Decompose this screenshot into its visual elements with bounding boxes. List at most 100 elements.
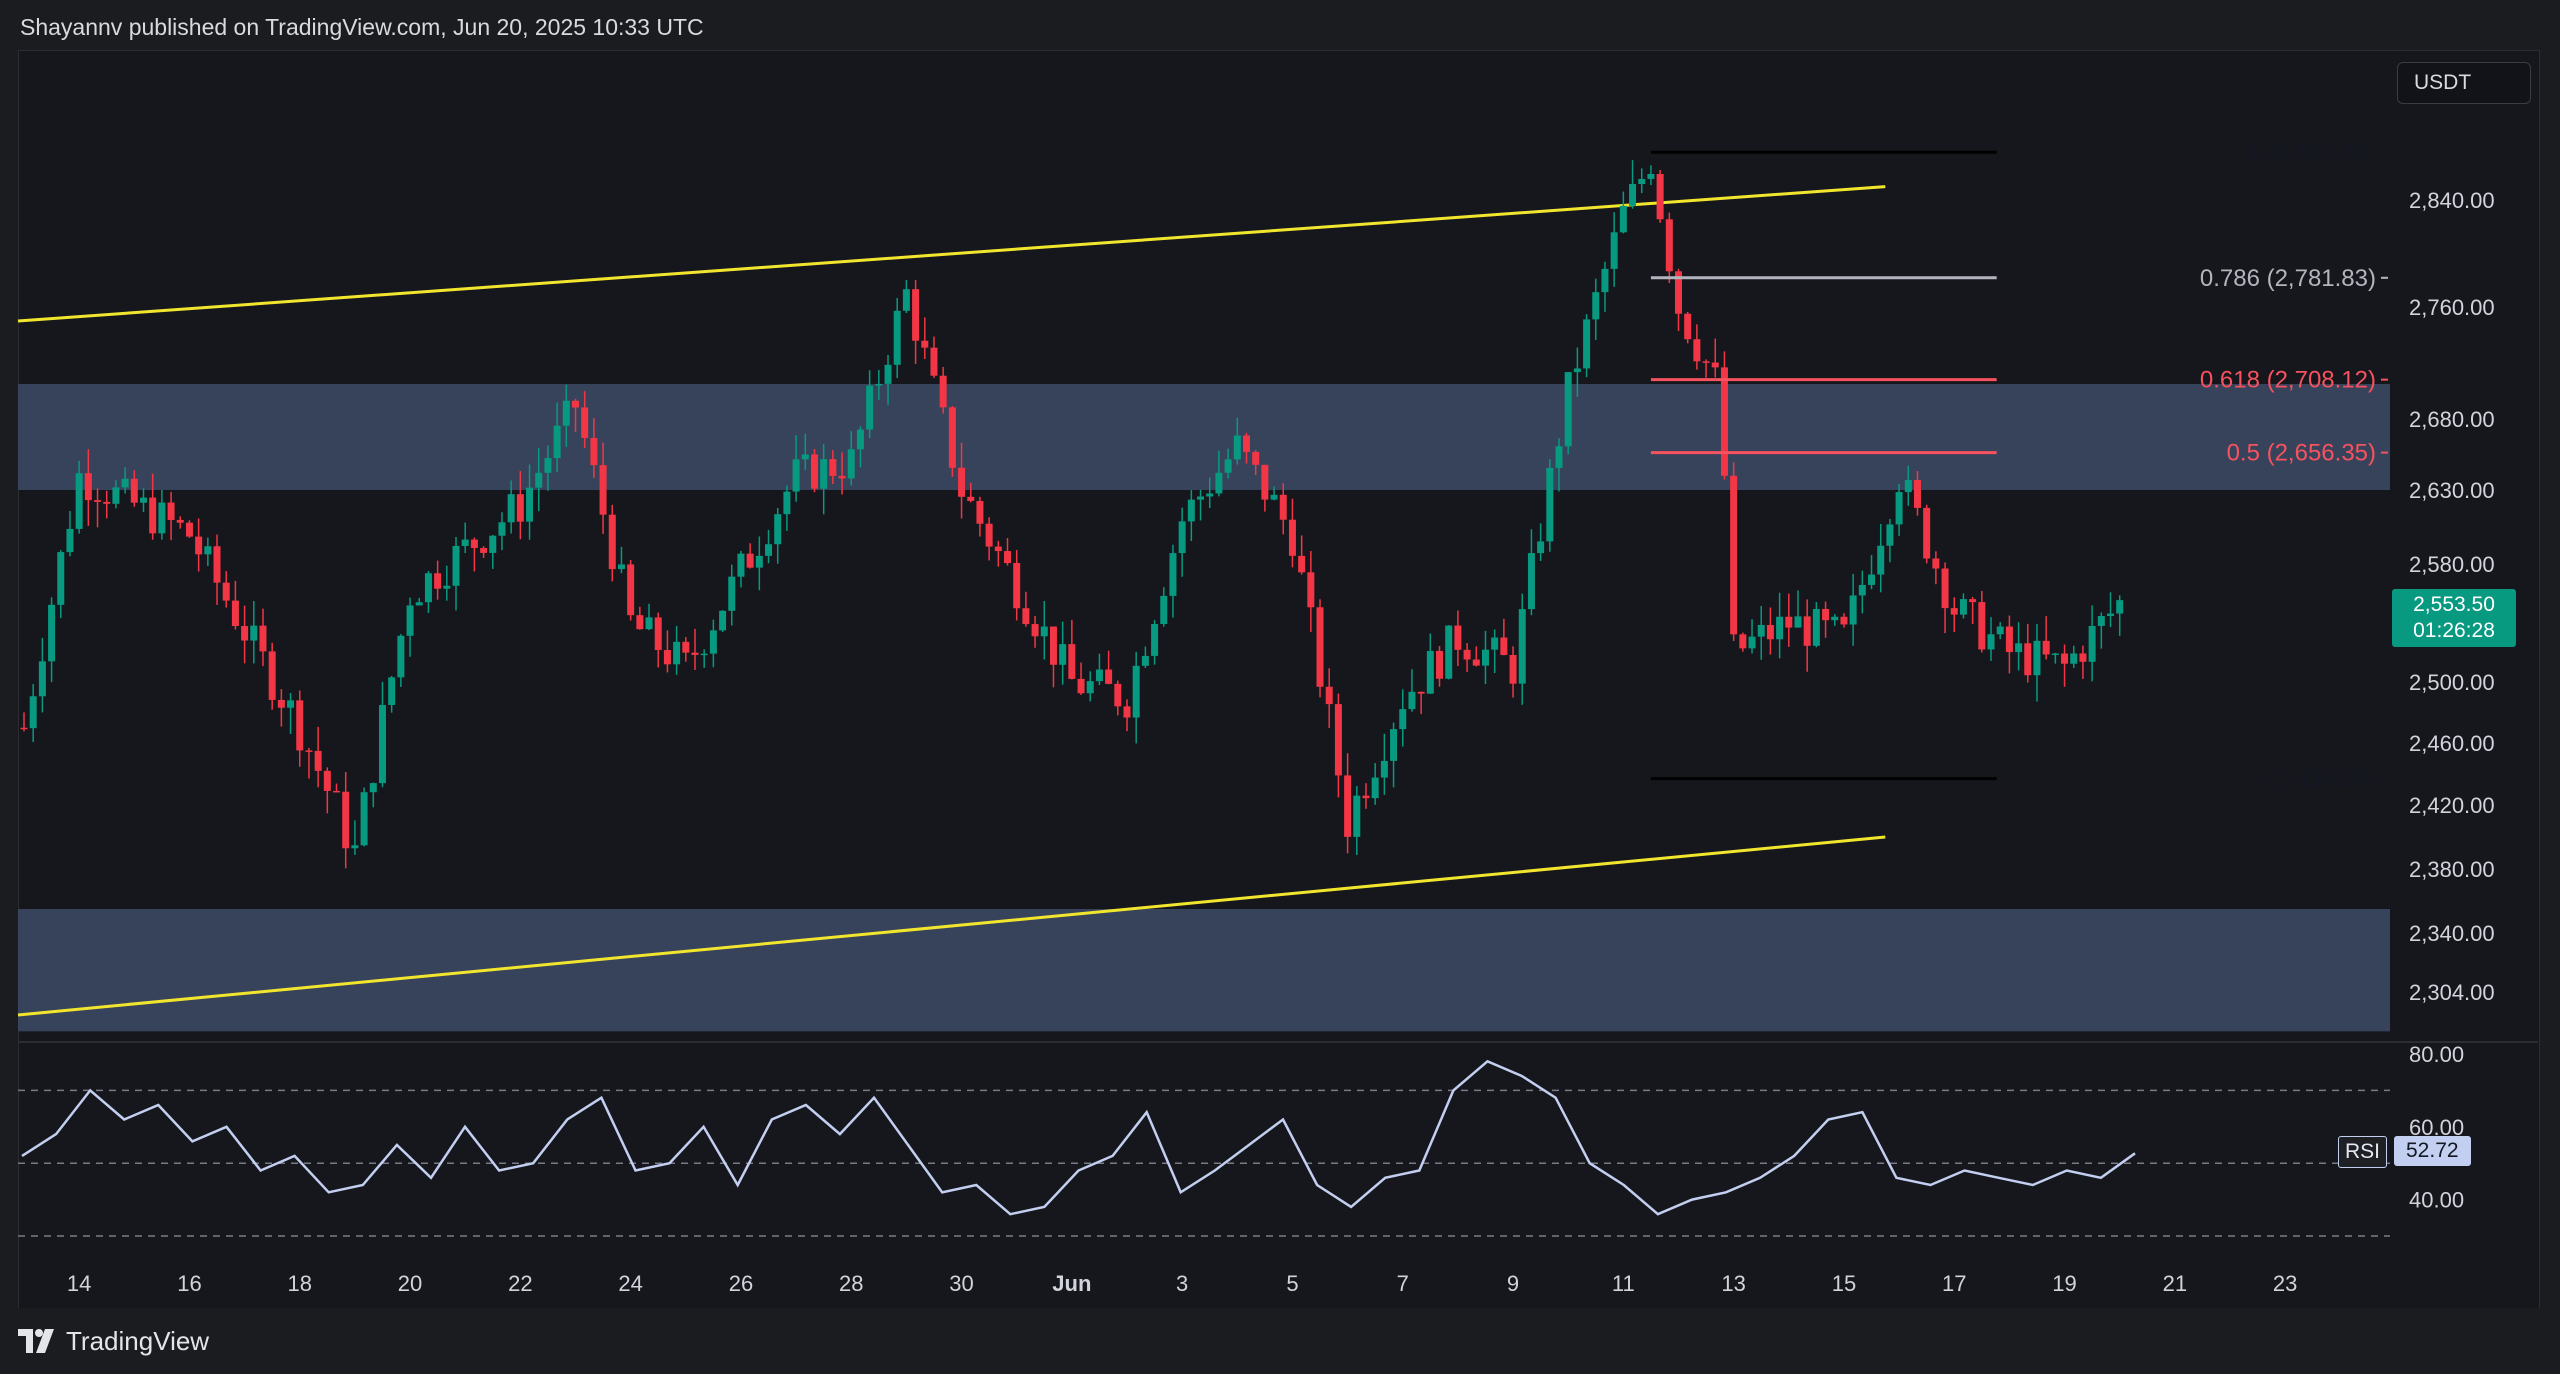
- candle-body: [535, 472, 543, 488]
- candle-body: [149, 497, 157, 534]
- candle-body: [2097, 616, 2105, 626]
- candle-body: [1344, 775, 1352, 837]
- candle-body: [1132, 665, 1140, 718]
- currency-selector-button[interactable]: USDT: [2397, 62, 2531, 104]
- candle-body: [139, 497, 147, 503]
- candle-body: [1987, 634, 1995, 650]
- candle-body: [1969, 599, 1977, 603]
- candle-body: [250, 625, 258, 641]
- price-zone[interactable]: [18, 384, 2390, 490]
- candle-body: [287, 700, 295, 708]
- candle-body: [1629, 184, 1637, 206]
- candle-body: [976, 500, 984, 524]
- candle-body: [581, 407, 589, 438]
- candle-body: [1206, 493, 1214, 497]
- candle-body: [2051, 653, 2059, 656]
- candle-body: [893, 310, 901, 365]
- candle-body: [526, 487, 534, 522]
- candle-body: [268, 651, 276, 700]
- tradingview-logo-icon: [18, 1329, 54, 1353]
- candle-body: [801, 454, 809, 460]
- candle-body: [84, 473, 92, 501]
- candle-body: [222, 582, 230, 601]
- candle-body: [1592, 292, 1600, 320]
- rsi-line[interactable]: [21, 1059, 2136, 1216]
- candle-body: [1298, 555, 1306, 573]
- rsi-legend-label[interactable]: RSI: [2338, 1136, 2388, 1168]
- candle-body: [1665, 219, 1673, 272]
- candle-body: [755, 555, 763, 568]
- candle-body: [700, 653, 708, 656]
- candle-body: [1077, 678, 1085, 694]
- top-bar: Shayannv published on TradingView.com, J…: [0, 0, 2560, 56]
- candle-body: [884, 364, 892, 384]
- candle-body: [654, 617, 662, 651]
- candle-body: [1858, 584, 1866, 596]
- candle-body: [1233, 435, 1241, 460]
- candle-body: [663, 650, 671, 665]
- candle-body: [939, 375, 947, 408]
- candle-body: [1178, 521, 1186, 554]
- time-axis-label: 20: [398, 1271, 422, 1296]
- candle-body: [1325, 686, 1333, 705]
- tradingview-logo[interactable]: TradingView: [18, 1326, 209, 1356]
- candle-body: [783, 491, 791, 515]
- candle-body: [29, 696, 37, 729]
- fib-level-label: 0 (2,436.98): [2247, 766, 2376, 793]
- candle-body: [1923, 507, 1931, 559]
- candle-body: [1049, 626, 1057, 665]
- candle-body: [875, 383, 883, 386]
- price-zone[interactable]: [18, 909, 2390, 1032]
- candle-body: [20, 727, 28, 730]
- rsi-value-tag: 52.72: [2394, 1136, 2471, 1166]
- candle-body: [2088, 625, 2096, 662]
- price-axis-label: 2,460.00: [2409, 731, 2495, 756]
- fib-level-label: 0.618 (2,708.12): [2200, 367, 2376, 394]
- candle-body: [75, 473, 83, 529]
- candle-body: [608, 514, 616, 570]
- candle-body: [1031, 624, 1039, 637]
- candle-body: [1252, 451, 1260, 465]
- candle-body: [921, 340, 929, 348]
- candle-body: [1261, 464, 1269, 500]
- candle-body: [1013, 563, 1021, 609]
- candle-body: [452, 545, 460, 586]
- candle-body: [1886, 524, 1894, 546]
- candle-body: [48, 604, 56, 662]
- candle-body: [443, 585, 451, 589]
- candle-body: [1537, 541, 1545, 554]
- fib-level-label: 1 (2,875.72): [2247, 139, 2376, 166]
- candle-body: [1840, 616, 1848, 625]
- candle-body: [1500, 637, 1508, 655]
- chart-frame[interactable]: [18, 50, 2540, 1310]
- candle-body: [1399, 709, 1407, 730]
- candle-body: [1849, 595, 1857, 625]
- candle-body: [1868, 574, 1876, 585]
- candle-body: [57, 552, 65, 605]
- candle-body: [103, 501, 111, 504]
- candle-body: [360, 792, 368, 846]
- channel-lower-line[interactable]: [17, 835, 1886, 1017]
- time-axis-label: 22: [508, 1271, 532, 1296]
- candle-body: [967, 496, 975, 501]
- candle-body: [1904, 480, 1912, 493]
- candle-body: [1564, 372, 1572, 447]
- candle-body: [1436, 650, 1444, 679]
- candle-body: [241, 626, 249, 641]
- candle-body: [553, 425, 561, 459]
- time-axis-label: 17: [1942, 1271, 1966, 1296]
- candle-body: [397, 635, 405, 678]
- candle-body: [1362, 795, 1370, 799]
- channel-upper-line[interactable]: [17, 185, 1886, 323]
- candle-body: [1316, 607, 1324, 687]
- candle-body: [1491, 637, 1499, 650]
- candle-body: [1445, 625, 1453, 679]
- price-axis-label: 2,340.00: [2409, 921, 2495, 946]
- candle-body: [1555, 446, 1563, 468]
- candle-body: [1509, 654, 1517, 684]
- candle-body: [774, 514, 782, 545]
- candle-body: [1086, 681, 1094, 694]
- candle-body: [1812, 608, 1820, 646]
- candle-body: [1242, 435, 1250, 452]
